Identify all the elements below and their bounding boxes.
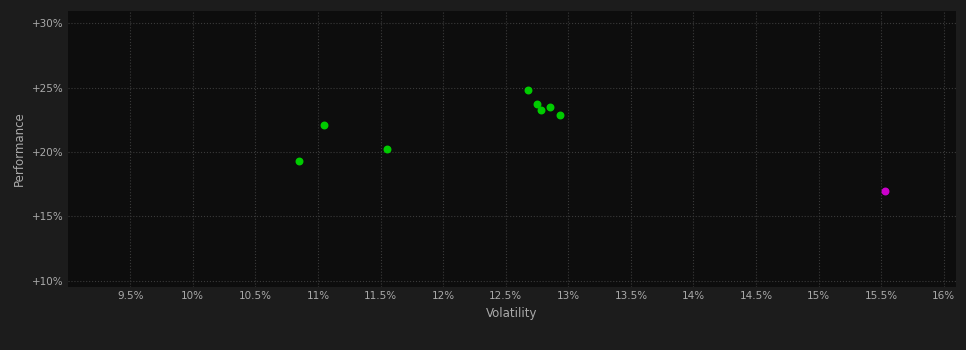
Y-axis label: Performance: Performance: [14, 111, 26, 186]
Point: [292, 158, 307, 164]
Point: [552, 112, 567, 118]
Point: [877, 188, 893, 193]
X-axis label: Volatility: Volatility: [486, 307, 538, 320]
Point: [529, 102, 545, 107]
Point: [521, 88, 536, 93]
Point: [317, 122, 332, 128]
Point: [533, 107, 549, 112]
Point: [379, 147, 394, 152]
Point: [542, 104, 557, 110]
